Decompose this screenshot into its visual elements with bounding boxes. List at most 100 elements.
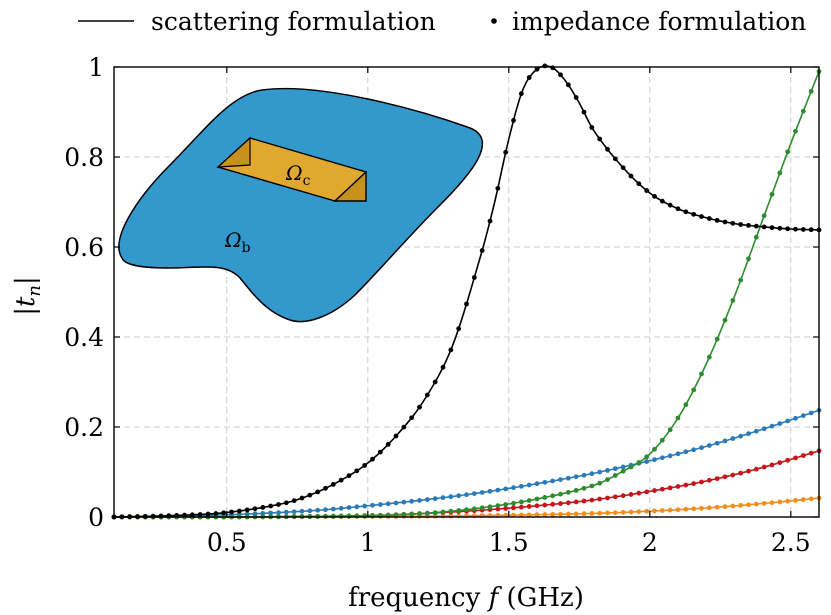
- series-0-point-22: [283, 500, 289, 506]
- series-1-point-76: [706, 354, 712, 360]
- series-3-point-69: [652, 488, 657, 493]
- series-3-point-75: [699, 479, 704, 485]
- omega-b-label: Ωb: [224, 228, 251, 256]
- series-0-point-11: [197, 512, 203, 517]
- series-0-point-84: [769, 225, 775, 231]
- series-4-point-61: [589, 511, 595, 516]
- x-axis-label: frequency f (GHz): [348, 583, 584, 613]
- series-0-point-39: [417, 404, 422, 410]
- series-0-point-25: [307, 492, 313, 498]
- series-1-point-89: [808, 88, 814, 94]
- omega-b-sub: b: [242, 240, 251, 256]
- series-1-point-70: [659, 437, 665, 443]
- series-2-point-71: [667, 453, 673, 459]
- series-2-point-40: [424, 497, 430, 502]
- series-3-point-60: [581, 498, 587, 504]
- series-0-point-37: [401, 424, 407, 430]
- x-tick-label-2: 1.5: [489, 528, 529, 557]
- series-2-point-54: [534, 481, 540, 487]
- axes: [113, 66, 820, 518]
- series-1-point-73: [683, 402, 689, 408]
- series-4-point-67: [636, 509, 642, 515]
- series-2-point-48: [487, 488, 493, 494]
- series-2-point-89: [808, 410, 814, 416]
- series-2-point-59: [573, 474, 579, 480]
- series-3-point-82: [753, 466, 759, 472]
- series-0-point-48: [487, 218, 493, 224]
- series-2-point-32: [362, 503, 368, 509]
- series-3-point-77: [714, 476, 720, 482]
- series-0-point-63: [605, 146, 610, 152]
- series-2-point-85: [777, 421, 783, 427]
- series-1-point-78: [722, 317, 728, 323]
- series-4-point-64: [612, 510, 618, 516]
- series-4-point-83: [761, 500, 767, 506]
- series-2-point-24: [299, 508, 305, 514]
- series-2-point-76: [706, 443, 712, 448]
- series-4-point-74: [691, 506, 697, 512]
- series-2-point-55: [542, 479, 548, 485]
- series-4-point-82: [753, 501, 759, 507]
- series-1-point-45: [464, 507, 469, 513]
- series-2-point-35: [385, 501, 391, 507]
- tick-labels: 0.5 1 1.5 2 2.5 0 0.2 0.4 0.6 0.8 1: [64, 53, 810, 557]
- series-3-point-85: [777, 460, 783, 466]
- series-4-point-68: [644, 508, 650, 514]
- x-axis-label-unit: (GHz): [498, 583, 584, 613]
- series-4-point-57: [558, 511, 563, 517]
- series-1-point-42: [440, 509, 446, 515]
- series-4-point-89: [808, 496, 814, 502]
- series-3-point-87: [793, 455, 798, 461]
- series-2-point-47: [479, 490, 485, 495]
- series-1-point-87: [793, 128, 798, 134]
- series-0-point-60: [581, 109, 587, 115]
- series-0-point-79: [730, 220, 736, 226]
- series-0-point-64: [612, 156, 618, 162]
- series-0-point-53: [526, 75, 532, 80]
- series-1-point-37: [401, 512, 407, 517]
- series-1-point-60: [581, 485, 587, 491]
- series-0-point-87: [793, 226, 798, 232]
- series-4-point-73: [683, 506, 689, 512]
- series-2-point-33: [370, 502, 375, 508]
- series-1-point-47: [479, 505, 485, 511]
- series-1-point-81: [746, 256, 751, 262]
- series-2-point-20: [268, 510, 274, 516]
- series-0-point-85: [777, 225, 783, 231]
- series-2-point-43: [448, 494, 454, 500]
- series-0-point-44: [456, 326, 462, 332]
- series-0-point-27: [323, 485, 328, 491]
- series-0-point-14: [221, 510, 227, 516]
- series-1-point-84: [769, 191, 775, 197]
- series-0-point-67: [636, 181, 642, 187]
- series-3-point-89: [808, 450, 814, 456]
- series-1-point-39: [417, 511, 422, 517]
- x-axis-label-text: frequency: [348, 583, 488, 613]
- series-4-point-52: [518, 512, 524, 518]
- series-0-point-80: [738, 222, 744, 227]
- plot-frame: [113, 66, 820, 518]
- series-3-point-53: [526, 504, 532, 509]
- series-1-point-50: [503, 502, 509, 507]
- series-0-point-77: [714, 217, 720, 223]
- series-1-point-49: [495, 503, 501, 509]
- series-4-point-70: [659, 508, 665, 513]
- series-3-point-67: [636, 490, 642, 496]
- series-2-point-64: [612, 466, 618, 472]
- series-2-point-52: [518, 483, 524, 489]
- series-2-point-39: [417, 498, 422, 503]
- series-4-point-75: [699, 505, 704, 511]
- series-2-point-83: [761, 426, 767, 432]
- series-0-point-19: [260, 505, 266, 510]
- series-2-point-78: [722, 438, 728, 444]
- series-1-point-75: [699, 371, 704, 377]
- series-3-point-65: [620, 493, 626, 499]
- x-tick-label-0: 0.5: [207, 528, 247, 557]
- series-1-point-28: [330, 513, 336, 519]
- series-3-point-52: [518, 504, 524, 510]
- series-1-point-79: [730, 298, 736, 303]
- series-0-point-43: [448, 347, 454, 353]
- series-4-point-53: [526, 512, 532, 518]
- series-4-point-76: [706, 505, 712, 511]
- series-1-point-69: [652, 446, 657, 452]
